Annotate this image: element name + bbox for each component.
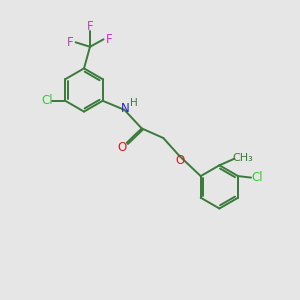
Text: F: F — [106, 33, 112, 46]
Text: F: F — [67, 36, 74, 49]
Text: O: O — [176, 154, 185, 167]
Text: Cl: Cl — [251, 171, 263, 184]
Text: Cl: Cl — [41, 94, 53, 107]
Text: CH₃: CH₃ — [232, 152, 253, 163]
Text: F: F — [87, 20, 93, 33]
Text: H: H — [130, 98, 138, 108]
Text: O: O — [117, 141, 127, 154]
Text: N: N — [121, 102, 130, 115]
